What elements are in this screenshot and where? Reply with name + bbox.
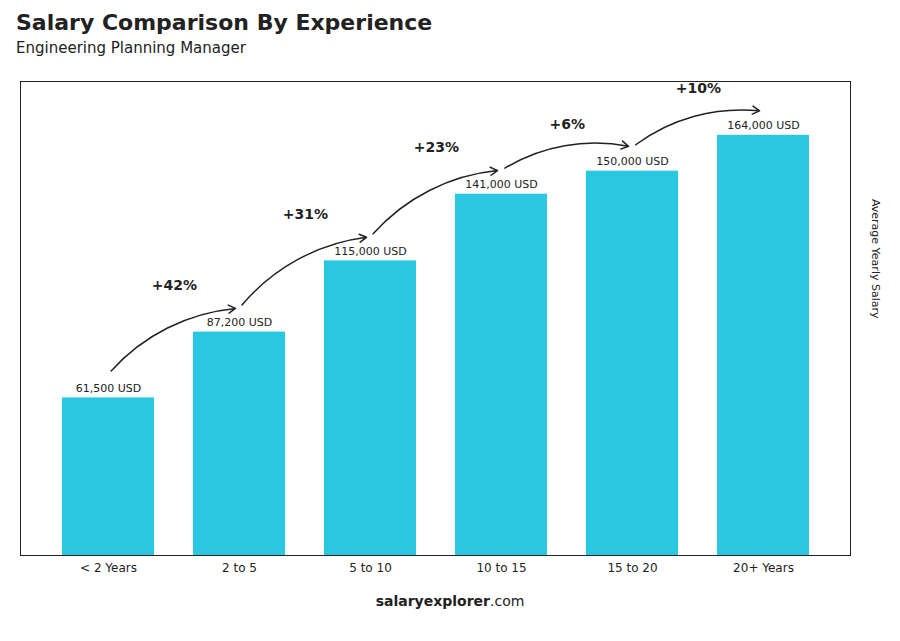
svg-text:20+ Years: 20+ Years bbox=[733, 561, 794, 575]
html-text:Engineering Planning Manager: Engineering Planning Manager bbox=[16, 39, 246, 57]
svg-text:141,000 USD: 141,000 USD bbox=[465, 178, 538, 191]
svg-text:+31%: +31% bbox=[283, 206, 328, 222]
svg-text:+42%: +42% bbox=[152, 277, 197, 293]
svg-text:164,000 USD: 164,000 USD bbox=[727, 119, 800, 132]
svg-text:< 2 Years: < 2 Years bbox=[80, 561, 137, 575]
svg-text:87,200 USD: 87,200 USD bbox=[207, 316, 273, 329]
html-text:salary explorer.com: salary explorer.com bbox=[375, 593, 525, 609]
svg-text:5 to 10: 5 to 10 bbox=[349, 561, 392, 575]
svg-text:15 to 20: 15 to 20 bbox=[607, 561, 657, 575]
svg-text:150,000 USD: 150,000 USD bbox=[596, 155, 669, 168]
svg-text:2 to 5: 2 to 5 bbox=[222, 561, 257, 575]
svg-text:+10%: +10% bbox=[676, 80, 721, 96]
svg-text:61,500 USD: 61,500 USD bbox=[76, 382, 142, 395]
svg-text:Average Yearly Salary: Average Yearly Salary bbox=[869, 199, 882, 319]
html-text:Salary Comparison By Experienc: Salary Comparison By Experience bbox=[16, 10, 433, 35]
svg-text:115,000 USD: 115,000 USD bbox=[334, 245, 407, 258]
svg-text:10 to 15: 10 to 15 bbox=[476, 561, 526, 575]
svg-text:+6%: +6% bbox=[550, 116, 586, 132]
svg-text:+23%: +23% bbox=[414, 139, 459, 155]
